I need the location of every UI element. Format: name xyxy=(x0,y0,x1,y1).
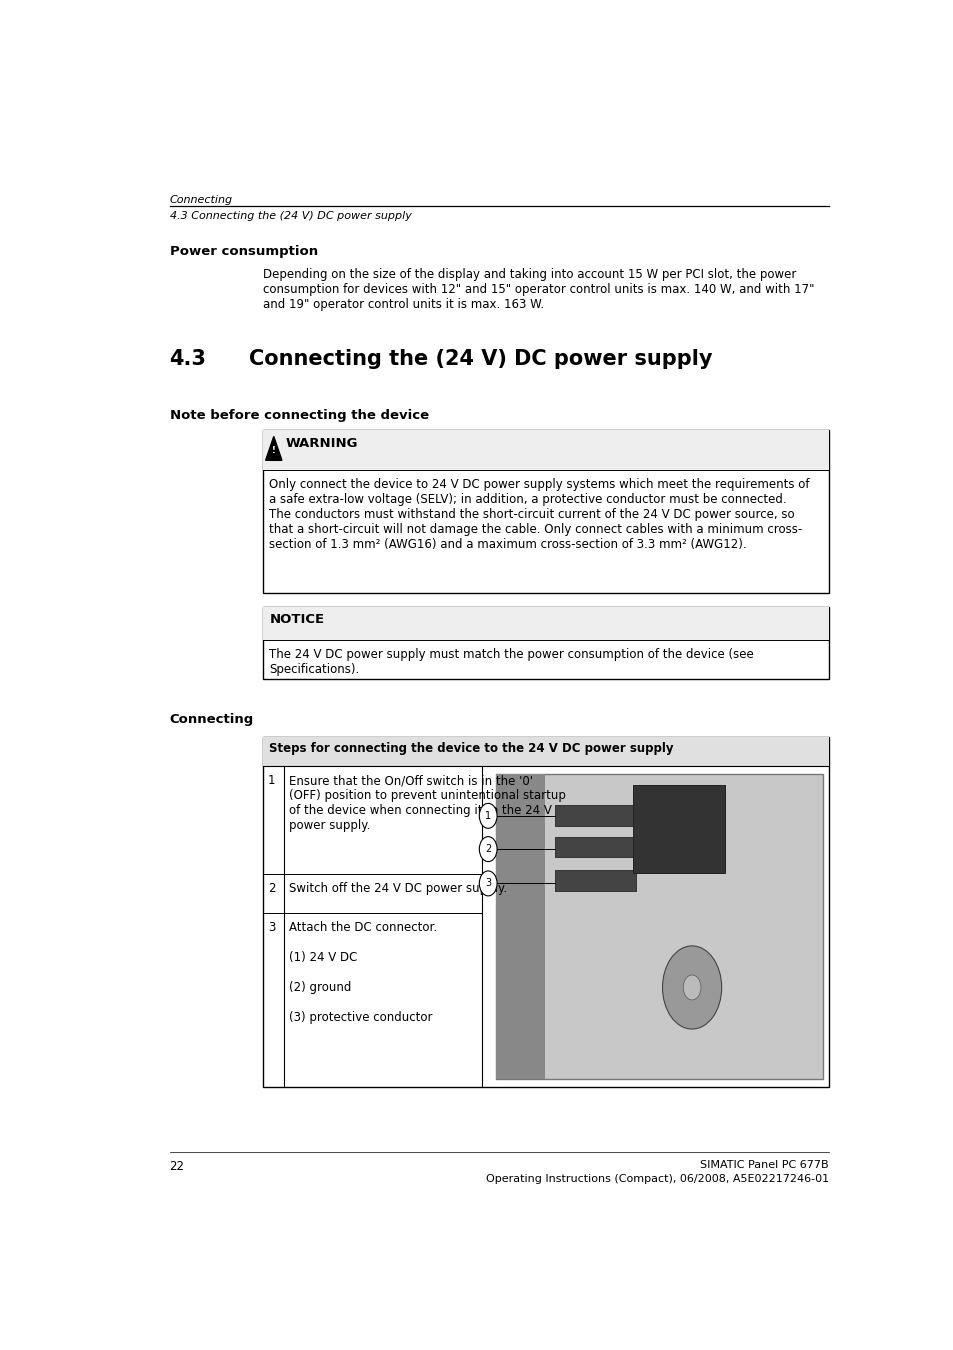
Text: Only connect the device to 24 V DC power supply systems which meet the requireme: Only connect the device to 24 V DC power… xyxy=(269,478,809,551)
Text: 3: 3 xyxy=(268,921,275,934)
FancyBboxPatch shape xyxy=(263,608,828,640)
Circle shape xyxy=(478,837,497,861)
Text: 4.3 Connecting the (24 V) DC power supply: 4.3 Connecting the (24 V) DC power suppl… xyxy=(170,211,411,221)
Text: WARNING: WARNING xyxy=(285,437,357,451)
Text: 22: 22 xyxy=(170,1160,184,1173)
Polygon shape xyxy=(265,436,282,460)
Text: Operating Instructions (Compact), 06/2008, A5E02217246-01: Operating Instructions (Compact), 06/200… xyxy=(485,1174,828,1184)
Text: NOTICE: NOTICE xyxy=(269,613,324,626)
Circle shape xyxy=(478,871,497,896)
Circle shape xyxy=(478,803,497,829)
FancyBboxPatch shape xyxy=(495,775,822,1079)
Text: Note before connecting the device: Note before connecting the device xyxy=(170,409,428,423)
Text: Depending on the size of the display and taking into account 15 W per PCI slot, : Depending on the size of the display and… xyxy=(263,269,814,311)
Text: Connecting: Connecting xyxy=(170,196,233,205)
FancyBboxPatch shape xyxy=(263,608,828,679)
FancyBboxPatch shape xyxy=(263,431,828,470)
Text: 2: 2 xyxy=(268,883,275,895)
FancyBboxPatch shape xyxy=(263,737,828,1087)
FancyBboxPatch shape xyxy=(554,869,636,891)
FancyBboxPatch shape xyxy=(263,431,828,594)
Text: Switch off the 24 V DC power supply.: Switch off the 24 V DC power supply. xyxy=(289,883,507,895)
Text: Power consumption: Power consumption xyxy=(170,246,317,258)
Text: Connecting: Connecting xyxy=(170,713,253,726)
Text: SIMATIC Panel PC 677B: SIMATIC Panel PC 677B xyxy=(700,1160,828,1170)
Circle shape xyxy=(661,946,720,1029)
Text: 2: 2 xyxy=(484,844,491,855)
Circle shape xyxy=(682,975,700,1000)
Text: Connecting the (24 V) DC power supply: Connecting the (24 V) DC power supply xyxy=(249,350,711,369)
Text: 3: 3 xyxy=(485,879,491,888)
FancyBboxPatch shape xyxy=(633,784,724,873)
FancyBboxPatch shape xyxy=(495,775,544,1079)
Text: 1: 1 xyxy=(268,775,275,787)
Text: Attach the DC connector.

(1) 24 V DC

(2) ground

(3) protective conductor: Attach the DC connector. (1) 24 V DC (2)… xyxy=(289,921,437,1023)
Text: 1: 1 xyxy=(485,811,491,821)
Text: 4.3: 4.3 xyxy=(170,350,206,369)
Text: The 24 V DC power supply must match the power consumption of the device (see
Spe: The 24 V DC power supply must match the … xyxy=(269,648,753,676)
Text: Ensure that the On/Off switch is in the '0'
(OFF) position to prevent unintentio: Ensure that the On/Off switch is in the … xyxy=(289,775,565,832)
FancyBboxPatch shape xyxy=(263,737,828,765)
Text: !: ! xyxy=(272,447,275,455)
Text: Steps for connecting the device to the 24 V DC power supply: Steps for connecting the device to the 2… xyxy=(269,743,673,755)
FancyBboxPatch shape xyxy=(554,806,636,826)
FancyBboxPatch shape xyxy=(554,837,636,857)
